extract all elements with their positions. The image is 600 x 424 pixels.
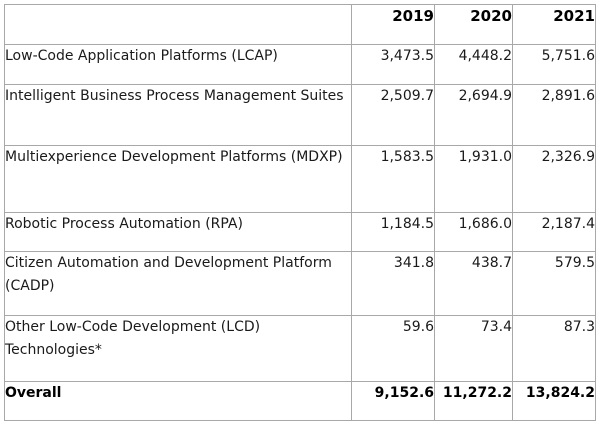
value-2021: 2,326.9 bbox=[512, 145, 596, 213]
row-label: Robotic Process Automation (RPA) bbox=[4, 212, 352, 252]
table-row: Intelligent Business Process Management … bbox=[4, 84, 596, 146]
overall-label: Overall bbox=[4, 381, 352, 421]
table-row: Other Low-Code Development (LCD) Technol… bbox=[4, 315, 596, 382]
table-row: Citizen Automation and Development Platf… bbox=[4, 251, 596, 316]
table-row: Robotic Process Automation (RPA) 1,184.5… bbox=[4, 212, 596, 252]
table-row: Low-Code Application Platforms (LCAP) 3,… bbox=[4, 44, 596, 85]
value-2019: 1,184.5 bbox=[351, 212, 435, 252]
value-2021: 87.3 bbox=[512, 315, 596, 382]
overall-row: Overall 9,152.6 11,272.2 13,824.2 bbox=[4, 381, 596, 421]
value-2020: 73.4 bbox=[434, 315, 513, 382]
value-2020: 1,931.0 bbox=[434, 145, 513, 213]
value-2019: 3,473.5 bbox=[351, 44, 435, 85]
overall-2021: 13,824.2 bbox=[512, 381, 596, 421]
row-label: Low-Code Application Platforms (LCAP) bbox=[4, 44, 352, 85]
value-2020: 4,448.2 bbox=[434, 44, 513, 85]
row-label: Other Low-Code Development (LCD) Technol… bbox=[4, 315, 352, 382]
value-2021: 2,891.6 bbox=[512, 84, 596, 146]
value-2021: 579.5 bbox=[512, 251, 596, 316]
header-row: 2019 2020 2021 bbox=[4, 4, 596, 45]
row-label: Intelligent Business Process Management … bbox=[4, 84, 352, 146]
row-label: Citizen Automation and Development Platf… bbox=[4, 251, 352, 316]
header-2019: 2019 bbox=[351, 4, 435, 45]
value-2019: 341.8 bbox=[351, 251, 435, 316]
overall-2020: 11,272.2 bbox=[434, 381, 513, 421]
value-2020: 1,686.0 bbox=[434, 212, 513, 252]
header-empty bbox=[4, 4, 352, 45]
table-row: Multiexperience Development Platforms (M… bbox=[4, 145, 596, 213]
header-2020: 2020 bbox=[434, 4, 513, 45]
value-2019: 59.6 bbox=[351, 315, 435, 382]
value-2020: 438.7 bbox=[434, 251, 513, 316]
overall-2019: 9,152.6 bbox=[351, 381, 435, 421]
row-label: Multiexperience Development Platforms (M… bbox=[4, 145, 352, 213]
header-2021: 2021 bbox=[512, 4, 596, 45]
value-2020: 2,694.9 bbox=[434, 84, 513, 146]
value-2019: 1,583.5 bbox=[351, 145, 435, 213]
value-2021: 2,187.4 bbox=[512, 212, 596, 252]
value-2021: 5,751.6 bbox=[512, 44, 596, 85]
value-2019: 2,509.7 bbox=[351, 84, 435, 146]
market-forecast-table: 2019 2020 2021 Low-Code Application Plat… bbox=[4, 4, 596, 421]
